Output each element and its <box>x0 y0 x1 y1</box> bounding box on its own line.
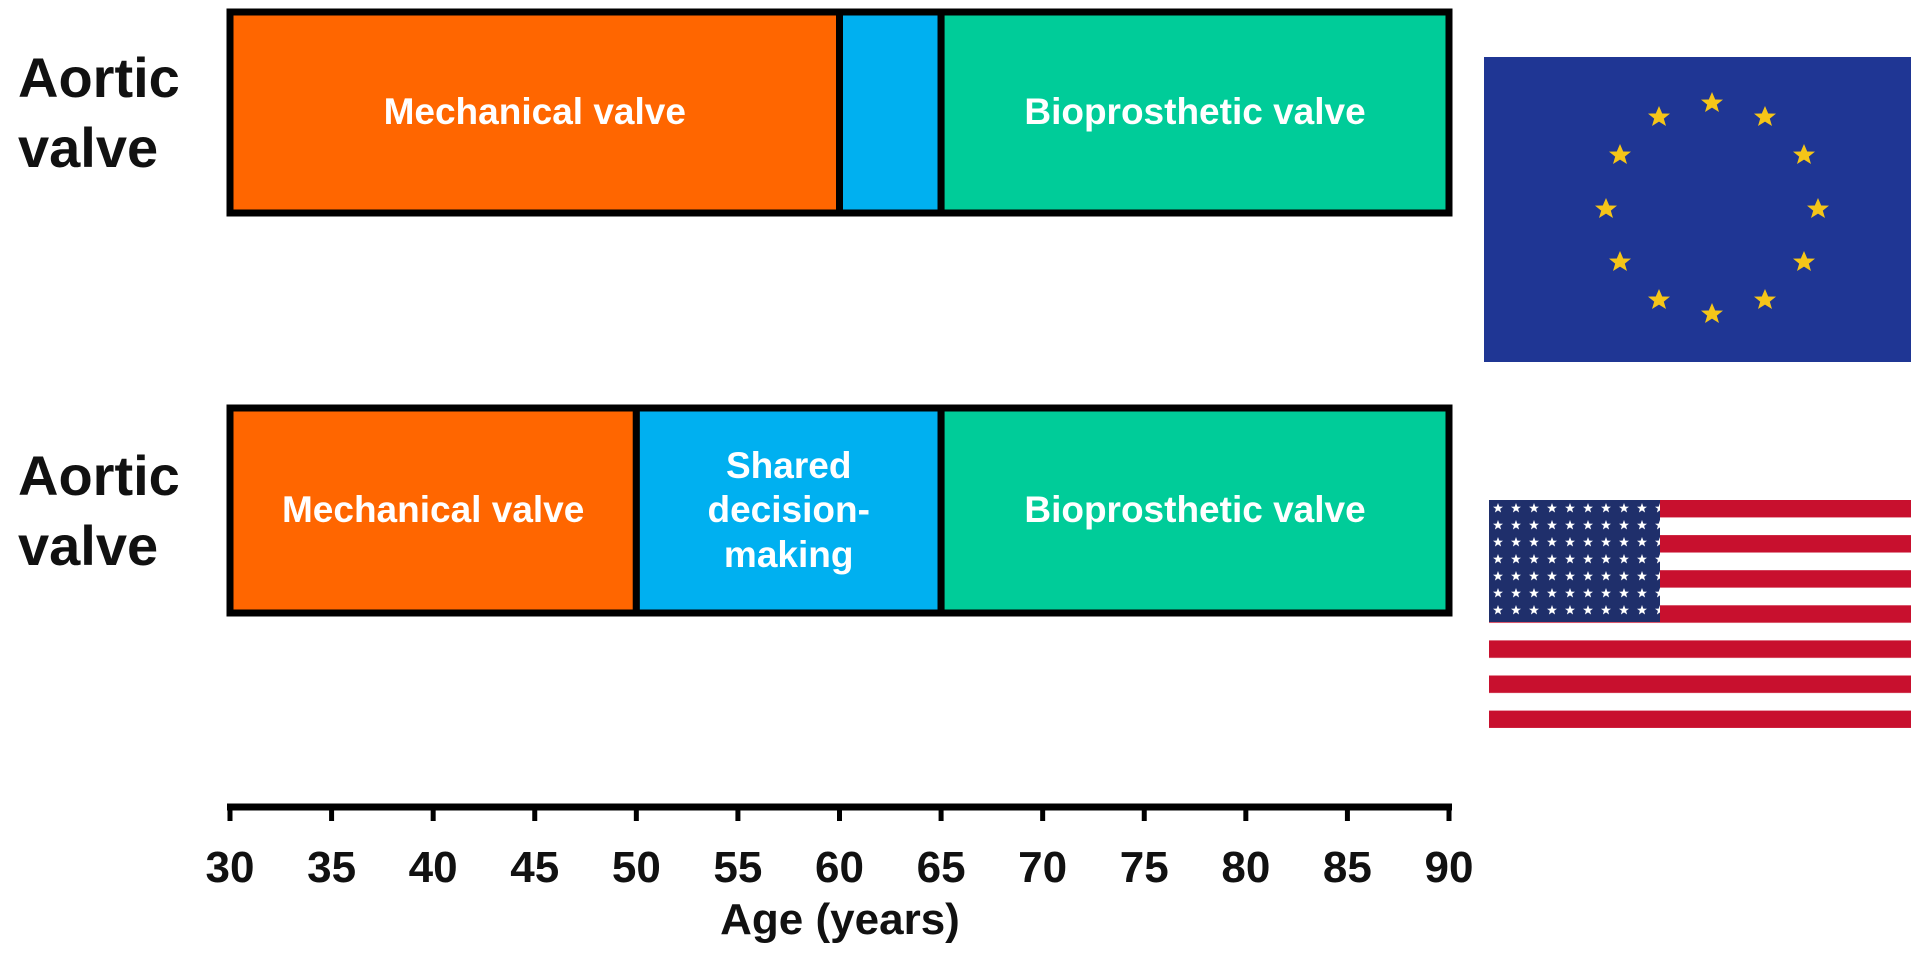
range-segment <box>226 404 640 617</box>
x-tick-label: 90 <box>1424 843 1474 892</box>
x-tick-label: 55 <box>713 843 763 892</box>
x-axis-title-text: Age (years) <box>720 895 960 944</box>
eu-flag <box>1484 57 1911 362</box>
range-segment <box>937 404 1453 617</box>
x-axis-title: Age (years) <box>0 895 1680 945</box>
x-tick-label: 30 <box>205 843 255 892</box>
x-tick-label: 45 <box>510 843 560 892</box>
x-tick-label: 70 <box>1018 843 1068 892</box>
x-tick-label: 40 <box>408 843 458 892</box>
row-label: Aortic valve <box>18 443 180 577</box>
x-tick-label: 80 <box>1221 843 1271 892</box>
range-segment <box>836 8 945 217</box>
us-flag <box>1489 500 1911 728</box>
range-segment <box>937 8 1453 217</box>
row-label: Aortic valve <box>18 45 180 179</box>
segment-label: Mechanical valve <box>281 489 585 531</box>
x-tick-label: 65 <box>916 843 966 892</box>
x-tick-label: 85 <box>1322 843 1372 892</box>
range-segment <box>226 8 843 217</box>
segment-label: Bioprosthetic valve <box>1024 91 1366 133</box>
x-tick-label: 75 <box>1119 843 1169 892</box>
segment-label: Shared decision-making <box>707 444 870 575</box>
us-flag-stars <box>1489 500 1660 622</box>
eu-flag-field <box>1484 57 1911 362</box>
x-tick-label: 60 <box>815 843 864 892</box>
range-segment <box>632 404 945 617</box>
x-tick-label: 35 <box>307 843 357 892</box>
segment-label: Bioprosthetic valve <box>1024 489 1366 531</box>
segment-label: Mechanical valve <box>383 91 686 133</box>
x-tick-label: 50 <box>611 843 661 892</box>
